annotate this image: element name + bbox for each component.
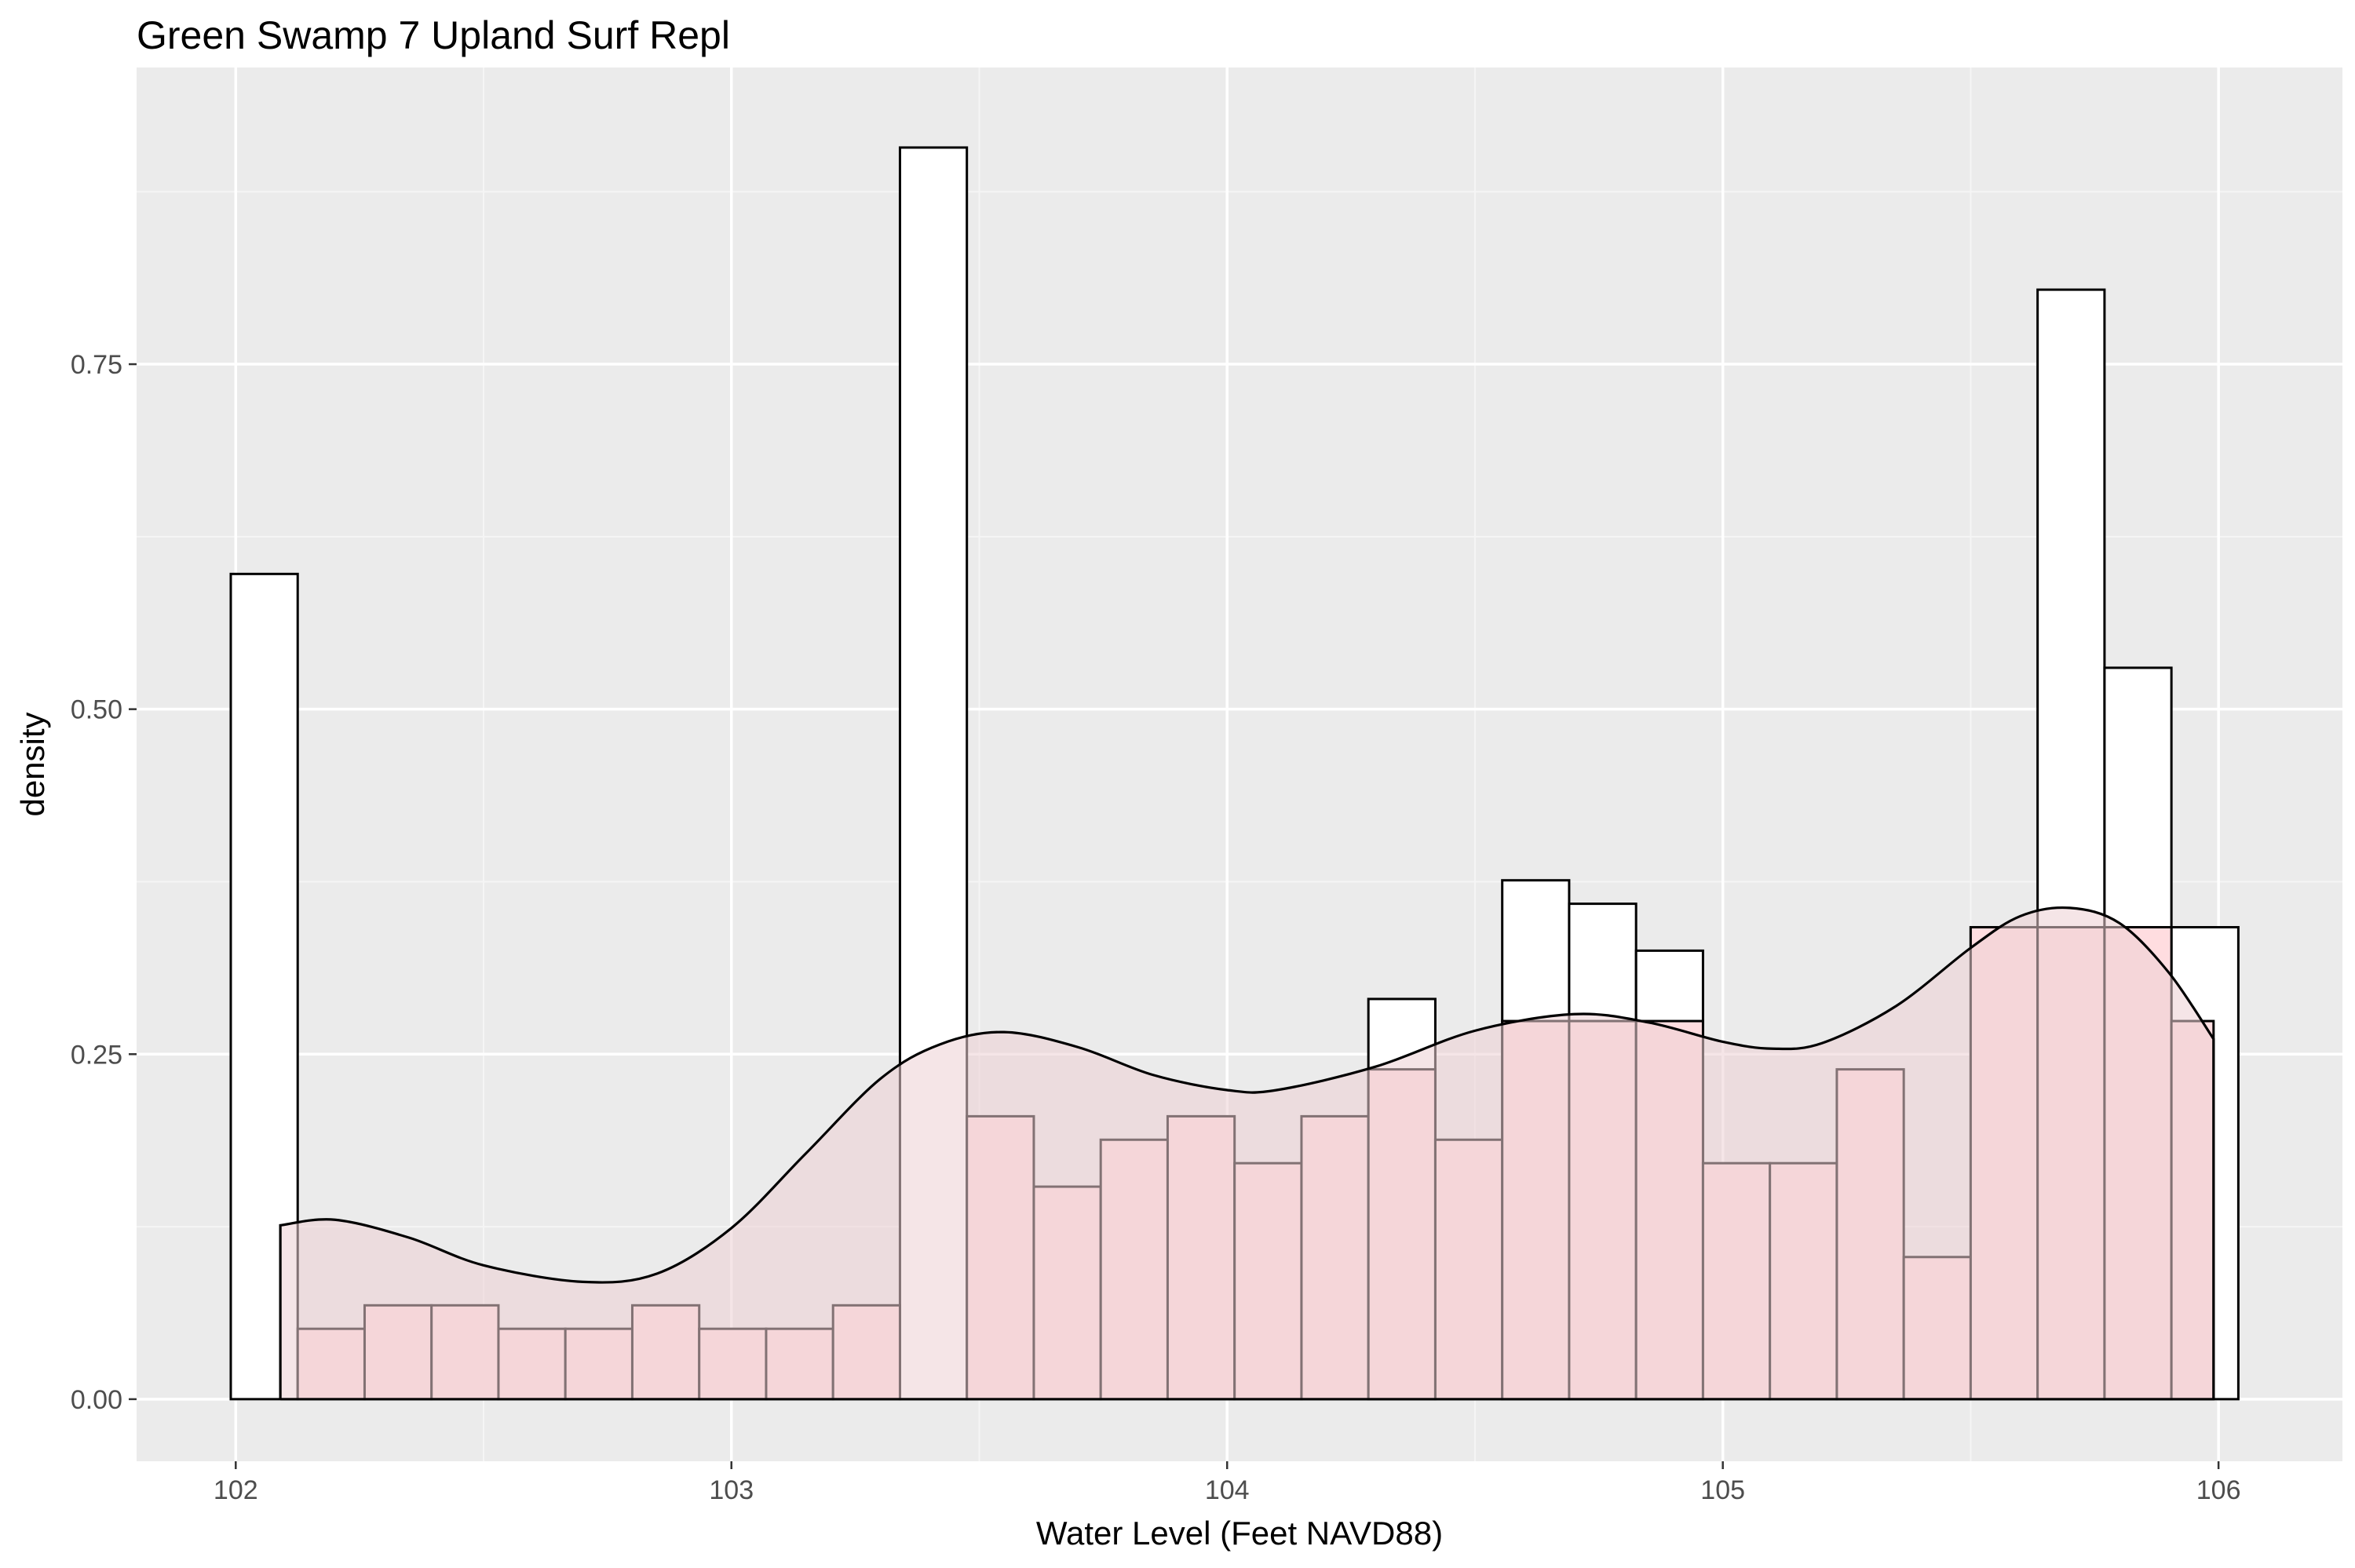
y-tick-label: 0.25 — [71, 1040, 122, 1070]
y-axis-title: density — [14, 712, 51, 816]
x-tick-label: 103 — [709, 1475, 754, 1505]
x-axis-title: Water Level (Feet NAVD88) — [1036, 1515, 1443, 1552]
minor-grid — [137, 67, 2342, 1461]
density-area — [280, 907, 2214, 1399]
y-tick-label: 0.75 — [71, 350, 122, 380]
y-axis: 0.00 0.25 0.50 0.75 — [71, 350, 137, 1415]
y-tick-label: 0.00 — [71, 1385, 122, 1415]
x-axis: 102 103 104 105 106 — [214, 1461, 2241, 1505]
density-curve — [279, 906, 2215, 1399]
x-tick-label: 106 — [2196, 1475, 2241, 1505]
y-tick-label: 0.50 — [71, 695, 122, 725]
x-tick-label: 102 — [214, 1475, 258, 1505]
chart-title: Green Swamp 7 Upland Surf Repl — [137, 13, 730, 57]
density-layer — [279, 906, 2215, 1401]
x-tick-label: 104 — [1205, 1475, 1250, 1505]
x-tick-label: 105 — [1700, 1475, 1745, 1505]
